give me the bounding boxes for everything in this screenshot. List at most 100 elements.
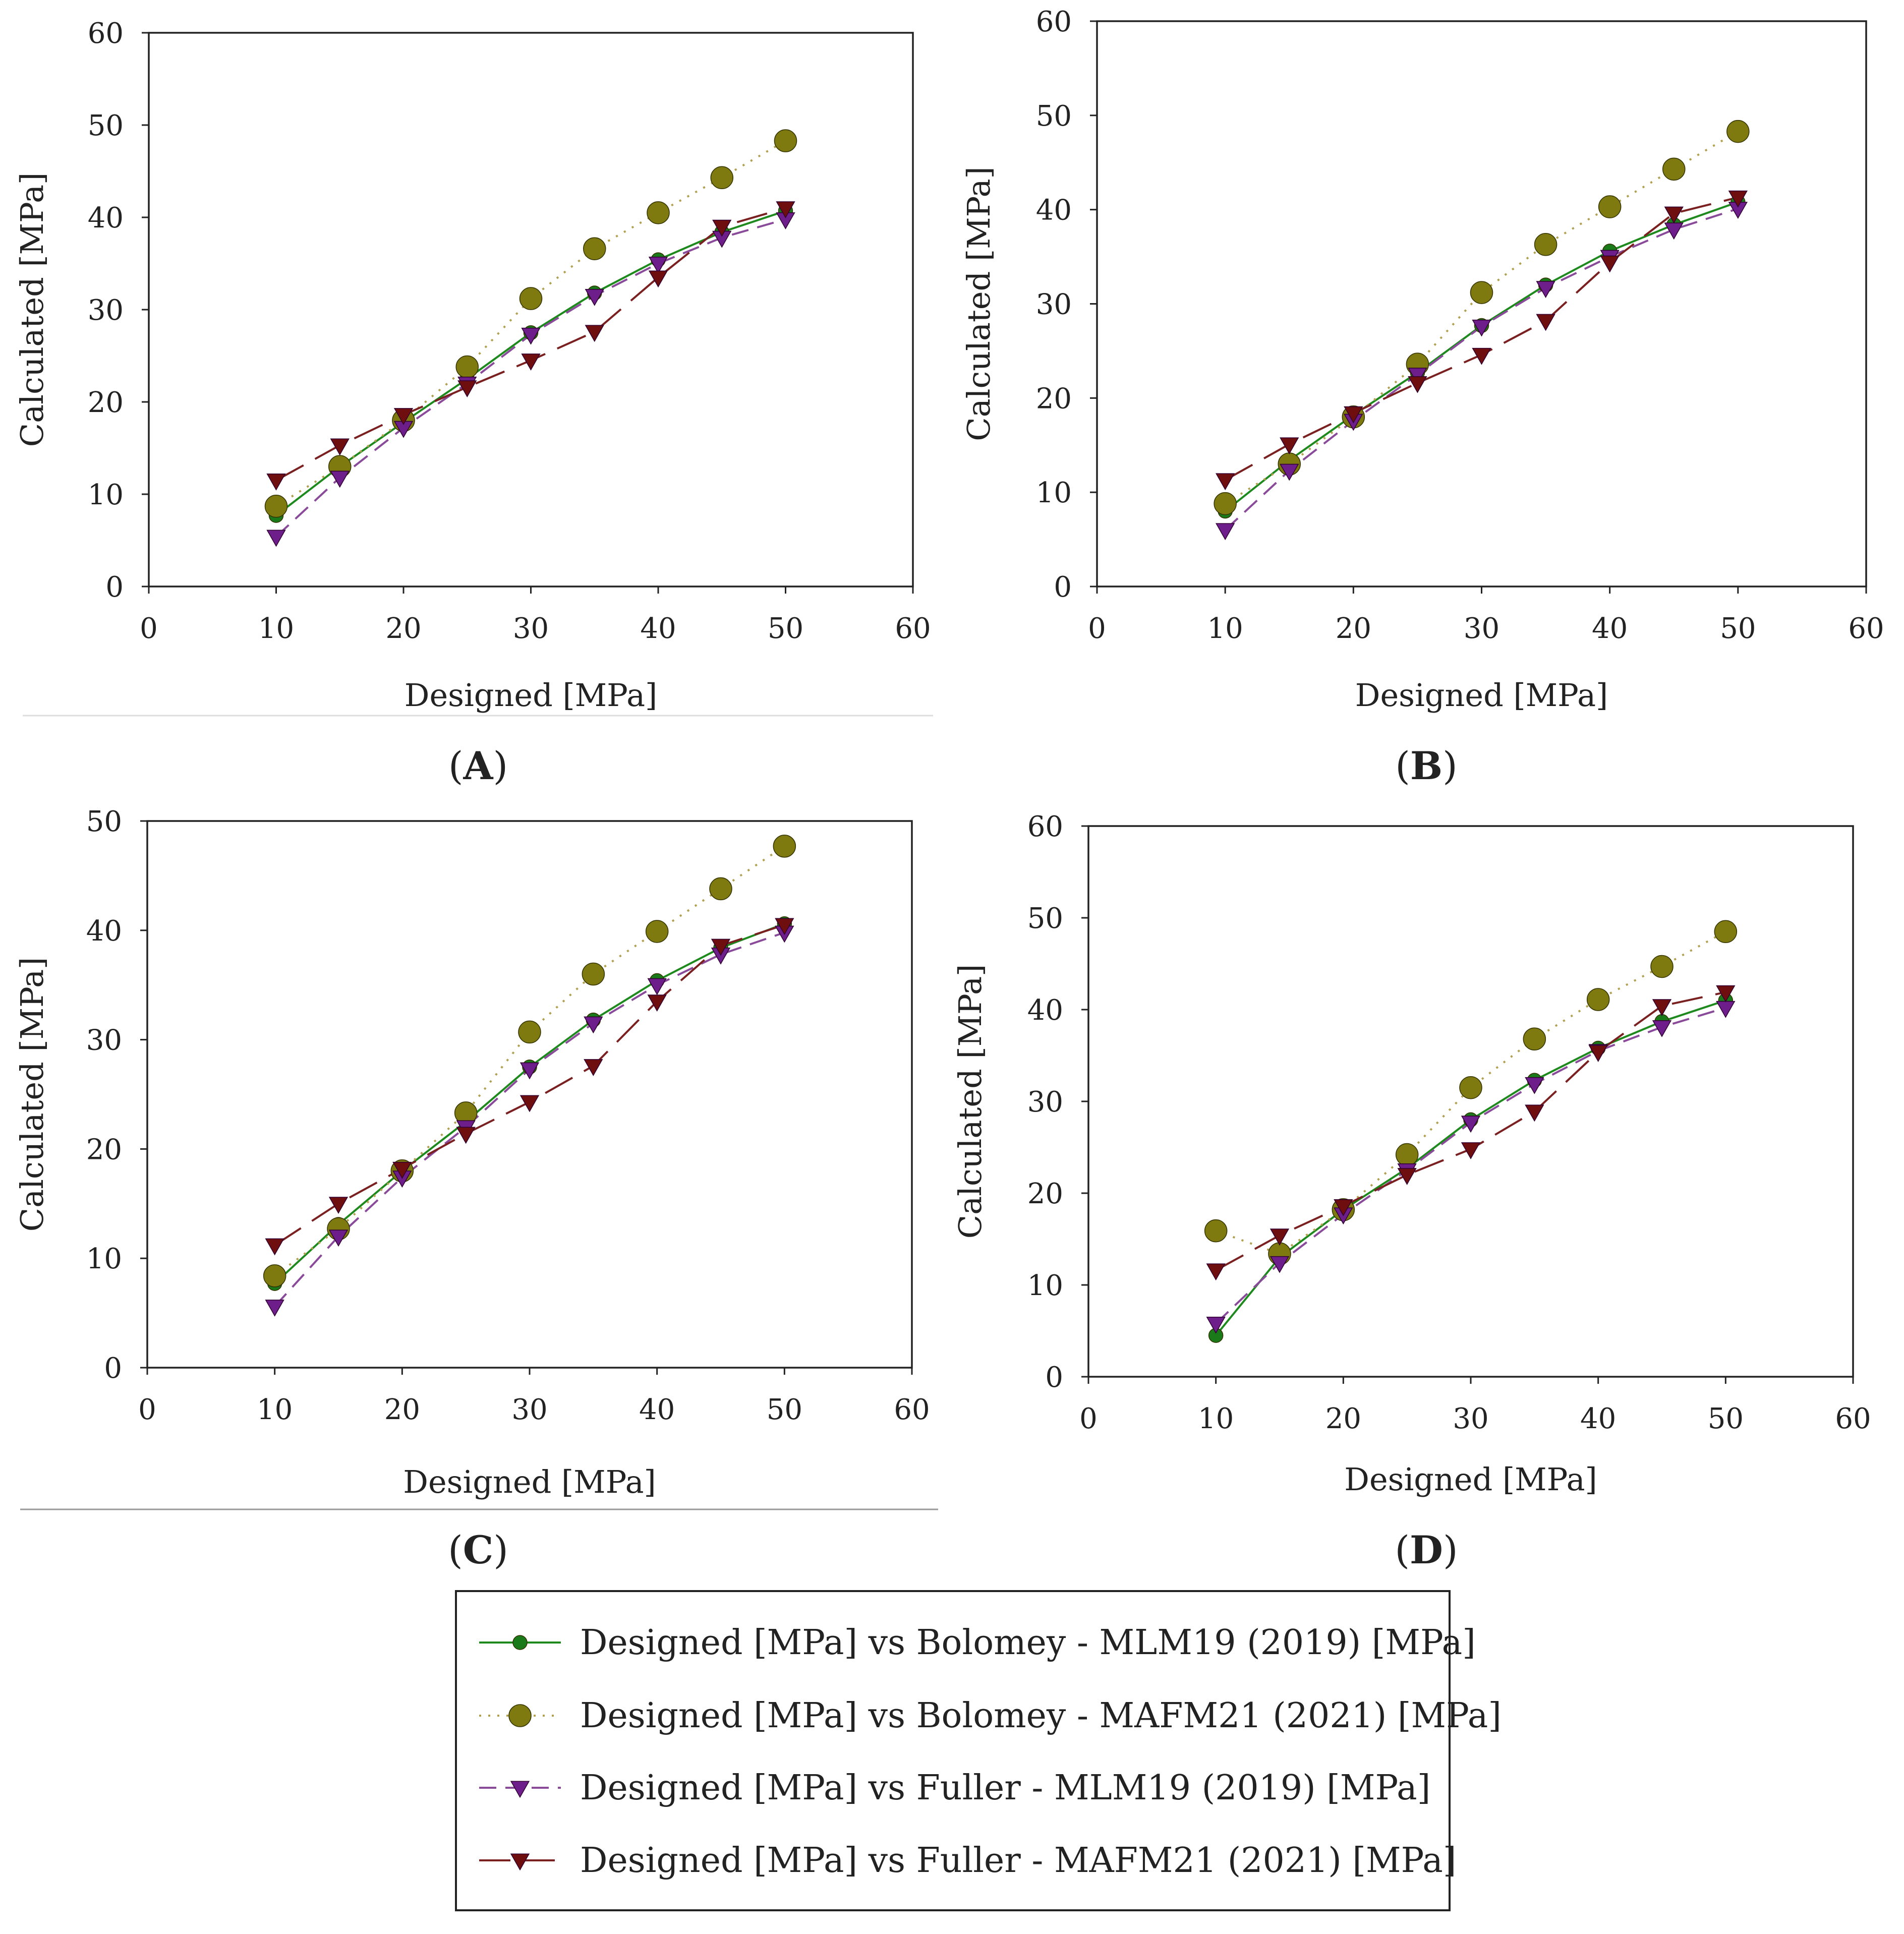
x-tick-label: 20 [384,1393,420,1426]
data-point-series-3 [1525,1077,1544,1094]
data-point-series-4 [393,408,414,425]
data-point-series-4 [711,939,731,956]
data-point-series-2 [1662,157,1686,181]
legend: Designed [MPa] vs Bolomey - MLM19 (2019)… [455,1590,1502,1911]
x-tick-label: 50 [767,1393,802,1426]
y-tick-label: 10 [86,1243,122,1275]
y-tick-label: 0 [104,1352,122,1385]
y-tick-label: 30 [1036,288,1072,321]
data-point-series-4 [584,1059,603,1076]
data-point-series-2 [710,166,733,190]
data-point-series-2 [773,835,796,858]
data-point-series-2 [1459,1076,1482,1099]
data-point-series-4 [330,438,350,456]
y-tick-label: 0 [105,571,124,604]
data-point-series-2 [645,920,669,943]
data-point-series-4 [1344,406,1363,424]
x-tick-label: 50 [1708,1402,1744,1435]
data-point-series-2 [647,201,670,224]
data-point-series-2 [583,237,606,260]
x-axis-label-d: Designed [MPa] [1344,1461,1597,1498]
data-point-series-3 [1664,222,1684,240]
data-point-series-2 [1714,920,1738,944]
y-tick-label: 20 [88,386,124,419]
y-tick-label: 60 [1036,6,1072,38]
data-point-series-2 [1726,120,1750,143]
data-point-series-3 [1280,463,1299,481]
x-axis-label-b: Designed [MPa] [1355,677,1608,714]
data-point-series-3 [265,1300,284,1317]
chart-panel-a: 0 10 20 30 40 50 60 0 10 20 30 40 50 60 Designed [MPa]… [14,17,931,714]
data-point-series-2 [1650,955,1674,978]
data-point-series-4 [1525,1104,1544,1122]
series-line-3 [275,218,786,538]
data-point-series-2 [1598,195,1622,218]
y-axis-label-d: Calculated [MPa] [952,964,989,1239]
y-tick-label: 0 [1045,1361,1063,1394]
y-axis-label-b: Calculated [MPa] [960,166,997,441]
data-point-series-3 [1536,281,1555,298]
panel-label-a: (A) [448,743,508,788]
data-point-series-3 [647,978,667,995]
data-point-series-2 [1395,1143,1419,1166]
series-line-3 [274,931,785,1307]
data-point-series-2 [455,355,479,379]
series-line-1 [1215,999,1726,1336]
legend-label-1: Designed [MPa] vs Bolomey - MLM19 (2019)… [580,1623,1476,1663]
data-point-series-4 [265,1238,284,1256]
x-tick-label: 50 [1720,612,1756,645]
series-line-2 [1225,130,1739,505]
x-tick-label: 0 [1079,1402,1098,1435]
y-tick-label: 30 [1027,1086,1063,1119]
data-point-series-3 [585,289,604,306]
data-point-series-4 [776,201,795,218]
series-line-3 [1215,1007,1726,1324]
y-axis-label-c: Calculated [MPa] [14,957,50,1232]
y-tick-label: 10 [88,479,124,511]
data-point-series-4 [1588,1045,1608,1062]
y-tick-label: 40 [88,202,124,235]
data-point-series-3 [328,1229,349,1247]
y-tick-label: 60 [88,17,124,50]
x-tick-label: 40 [639,1393,675,1426]
data-point-series-2 [1586,988,1610,1011]
x-tick-label: 60 [895,612,931,645]
chart-panel-c: 0 10 20 30 40 50 60 0 10 20 30 40 50 Designed [MPa] Ca… [14,805,930,1500]
x-axis-label-a: Designed [MPa] [405,677,658,714]
y-tick-label: 30 [86,1024,122,1057]
data-point-series-4 [1270,1228,1290,1246]
x-tick-label: 60 [1848,612,1884,645]
y-tick-label: 10 [1036,477,1072,509]
data-point-series-2 [264,495,288,518]
x-tick-label: 20 [385,612,421,645]
legend-frame [455,1590,1451,1911]
x-tick-label: 60 [1835,1402,1871,1435]
y-tick-label: 30 [88,294,124,327]
x-tick-label: 20 [1325,1402,1361,1435]
x-tick-label: 30 [511,1393,547,1426]
data-point-series-2 [1534,233,1557,256]
data-point-series-4 [266,474,286,491]
data-point-series-3 [1652,1020,1672,1037]
series-line-4 [274,924,785,1246]
data-point-series-4 [520,1095,540,1112]
legend-label-3: Designed [MPa] vs Fuller - MLM19 (2019) … [580,1768,1430,1808]
data-point-series-2 [774,129,797,152]
data-point-series-4 [392,1161,412,1179]
data-point-series-4 [457,380,477,397]
legend-label-2: Designed [MPa] vs Bolomey - MAFM21 (2021… [580,1696,1502,1736]
y-axis-label-a: Calculated [MPa] [14,172,50,447]
data-point-series-4 [712,219,732,237]
data-point-series-4 [1397,1168,1417,1185]
series-line-2 [275,140,786,507]
x-tick-label: 10 [1207,612,1243,645]
x-tick-label: 0 [1088,612,1106,645]
legend-swatch-marker-1 [512,1635,528,1650]
data-point-series-4 [585,325,604,342]
plot-frame-c [146,820,913,1369]
data-point-series-4 [1461,1142,1481,1159]
data-point-series-4 [1600,255,1620,273]
x-tick-label: 40 [1580,1402,1616,1435]
data-point-series-4 [1334,1199,1353,1216]
data-point-series-3 [520,1062,540,1080]
